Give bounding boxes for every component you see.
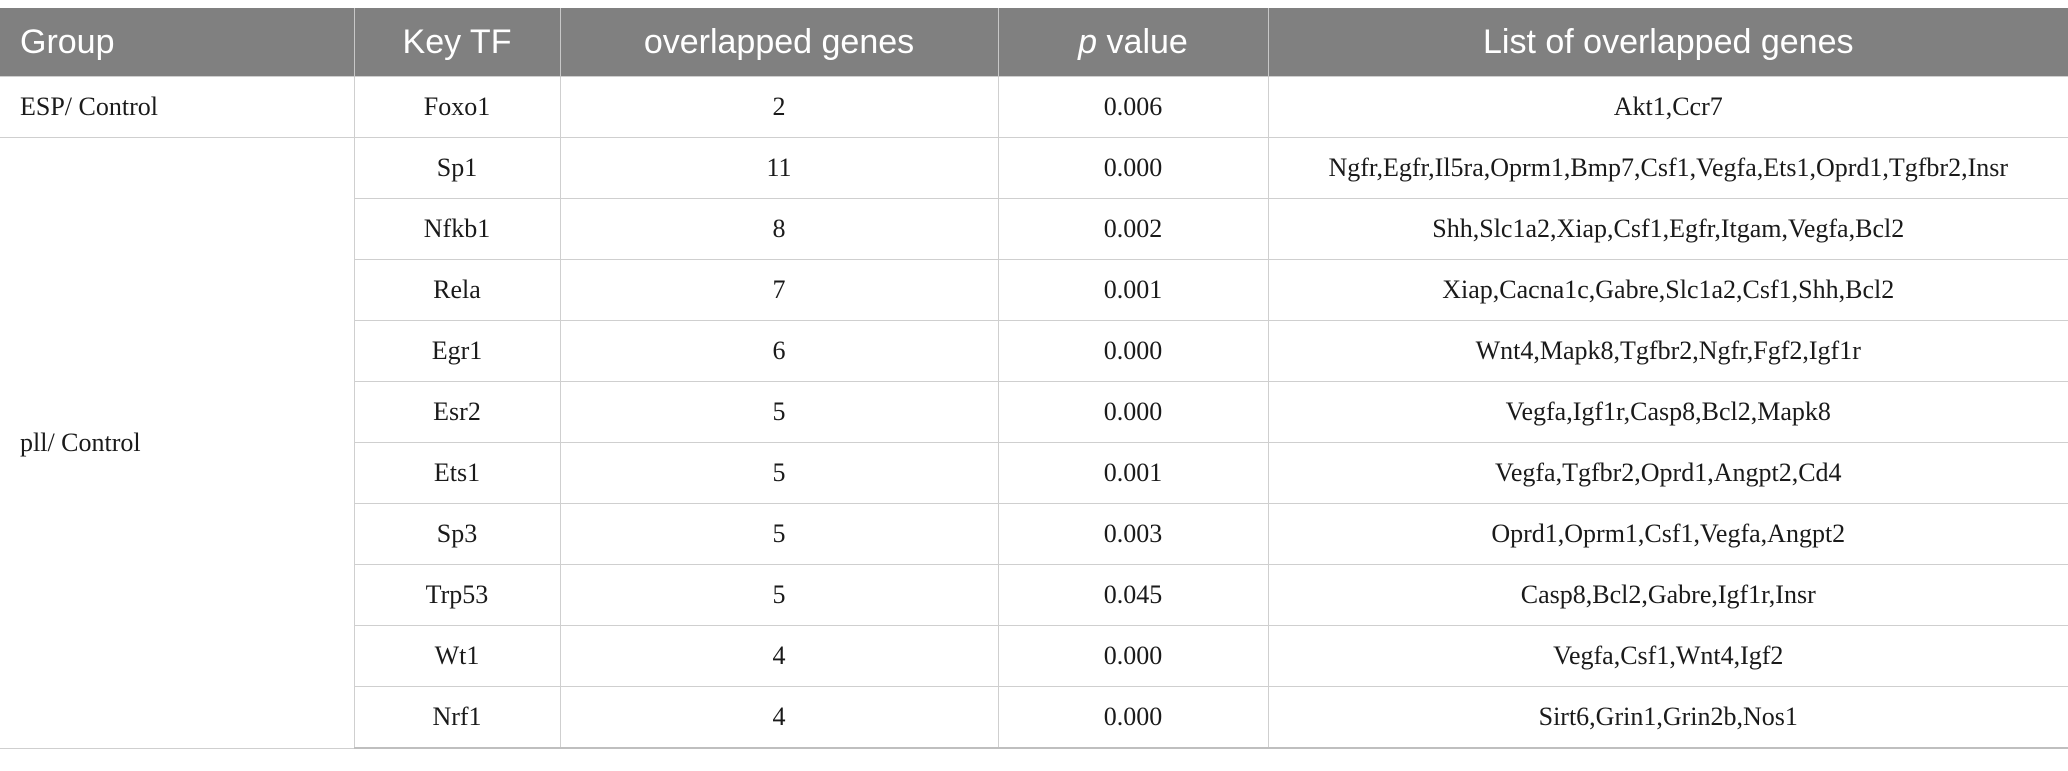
- header-gene-list: List of overlapped genes: [1267, 8, 2068, 77]
- key-tf-cell: Nfkb1: [353, 198, 561, 260]
- p-value-cell: 0.000: [997, 625, 1269, 687]
- p-value-cell: 0.001: [997, 259, 1269, 321]
- tf-overlap-table: Group Key TF overlapped genes p value Li…: [0, 8, 2068, 749]
- tf-table-container: Group Key TF overlapped genes p value Li…: [0, 8, 2068, 749]
- overlapped-count-cell: 8: [559, 198, 999, 260]
- header-row: Group Key TF overlapped genes p value Li…: [0, 8, 2068, 77]
- p-value-cell: 0.000: [997, 686, 1269, 749]
- key-tf-cell: Ets1: [353, 442, 561, 504]
- header-overlapped-genes: overlapped genes: [559, 8, 999, 77]
- group-cell: ESP/ Control: [0, 76, 355, 138]
- overlapped-count-cell: 4: [559, 686, 999, 749]
- p-value-cell: 0.003: [997, 503, 1269, 565]
- gene-list-cell: Sirt6,Grin1,Grin2b,Nos1: [1267, 686, 2068, 749]
- table-row: pll/ Control Sp1 11 0.000 Ngfr,Egfr,Il5ra,Op…: [0, 137, 2068, 749]
- key-tf-cell: Nrf1: [353, 686, 561, 749]
- table-row: ESP/ Control Foxo1 2 0.006 Akt1,Ccr7: [0, 76, 2068, 138]
- gene-list-cell: Vegfa,Csf1,Wnt4,Igf2: [1267, 625, 2068, 687]
- table-row: Sp3 5 0.003 Oprd1,Oprm1,Csf1,Vegfa,Angpt2: [0, 503, 2068, 565]
- header-key-tf: Key TF: [353, 8, 561, 77]
- gene-list-cell: Shh,Slc1a2,Xiap,Csf1,Egfr,Itgam,Vegfa,Bc…: [1267, 198, 2068, 260]
- key-tf-cell: Sp1: [353, 137, 561, 199]
- overlapped-count-cell: 5: [559, 381, 999, 443]
- gene-list-cell: Ngfr,Egfr,Il5ra,Oprm1,Bmp7,Csf1,Vegfa,Et…: [1267, 137, 2068, 199]
- key-tf-cell: Sp3: [353, 503, 561, 565]
- overlapped-count-cell: 2: [559, 76, 999, 138]
- table-row: Ets1 5 0.001 Vegfa,Tgfbr2,Oprd1,Angpt2,Cd4: [0, 442, 2068, 504]
- header-group: Group: [0, 8, 355, 77]
- p-value-cell: 0.006: [997, 76, 1269, 138]
- p-value-cell: 0.001: [997, 442, 1269, 504]
- key-tf-cell: Foxo1: [353, 76, 561, 138]
- key-tf-cell: Wt1: [353, 625, 561, 687]
- table-row: Trp53 5 0.045 Casp8,Bcl2,Gabre,Igf1r,Insr: [0, 564, 2068, 626]
- overlapped-count-cell: 4: [559, 625, 999, 687]
- gene-list-cell: Wnt4,Mapk8,Tgfbr2,Ngfr,Fgf2,Igf1r: [1267, 320, 2068, 382]
- gene-list-cell: Oprd1,Oprm1,Csf1,Vegfa,Angpt2: [1267, 503, 2068, 565]
- p-value-cell: 0.000: [997, 381, 1269, 443]
- p-value-cell: 0.002: [997, 198, 1269, 260]
- overlapped-count-cell: 6: [559, 320, 999, 382]
- p-value-cell: 0.000: [997, 320, 1269, 382]
- key-tf-cell: Rela: [353, 259, 561, 321]
- table-row: Egr1 6 0.000 Wnt4,Mapk8,Tgfbr2,Ngfr,Fgf2,Ig…: [0, 320, 2068, 382]
- table-header: Group Key TF overlapped genes p value Li…: [0, 8, 2068, 77]
- table-row: Wt1 4 0.000 Vegfa,Csf1,Wnt4,Igf2: [0, 625, 2068, 687]
- key-tf-cell: Egr1: [353, 320, 561, 382]
- gene-list-cell: Vegfa,Igf1r,Casp8,Bcl2,Mapk8: [1267, 381, 2068, 443]
- key-tf-cell: Trp53: [353, 564, 561, 626]
- gene-list-cell: Xiap,Cacna1c,Gabre,Slc1a2,Csf1,Shh,Bcl2: [1267, 259, 2068, 321]
- key-tf-cell: Esr2: [353, 381, 561, 443]
- table-body: ESP/ Control Foxo1 2 0.006 Akt1,Ccr7 pll/ Con…: [0, 76, 2068, 749]
- p-value-cell: 0.000: [997, 137, 1269, 199]
- table-row: Nrf1 4 0.000 Sirt6,Grin1,Grin2b,Nos1: [0, 686, 2068, 749]
- table-row: Esr2 5 0.000 Vegfa,Igf1r,Casp8,Bcl2,Mapk8: [0, 381, 2068, 443]
- header-p-suffix: value: [1097, 22, 1188, 61]
- table-row: Nfkb1 8 0.002 Shh,Slc1a2,Xiap,Csf1,Egfr,Itg…: [0, 198, 2068, 260]
- table-row: Rela 7 0.001 Xiap,Cacna1c,Gabre,Slc1a2,Csf1…: [0, 259, 2068, 321]
- gene-list-cell: Casp8,Bcl2,Gabre,Igf1r,Insr: [1267, 564, 2068, 626]
- overlapped-count-cell: 5: [559, 564, 999, 626]
- header-p-symbol: p: [1078, 22, 1098, 61]
- group-cell: pll/ Control: [0, 137, 355, 749]
- overlapped-count-cell: 5: [559, 503, 999, 565]
- overlapped-count-cell: 11: [559, 137, 999, 199]
- p-value-cell: 0.045: [997, 564, 1269, 626]
- overlapped-count-cell: 7: [559, 259, 999, 321]
- gene-list-cell: Vegfa,Tgfbr2,Oprd1,Angpt2,Cd4: [1267, 442, 2068, 504]
- overlapped-count-cell: 5: [559, 442, 999, 504]
- gene-list-cell: Akt1,Ccr7: [1267, 76, 2068, 138]
- header-p-value: p value: [997, 8, 1269, 77]
